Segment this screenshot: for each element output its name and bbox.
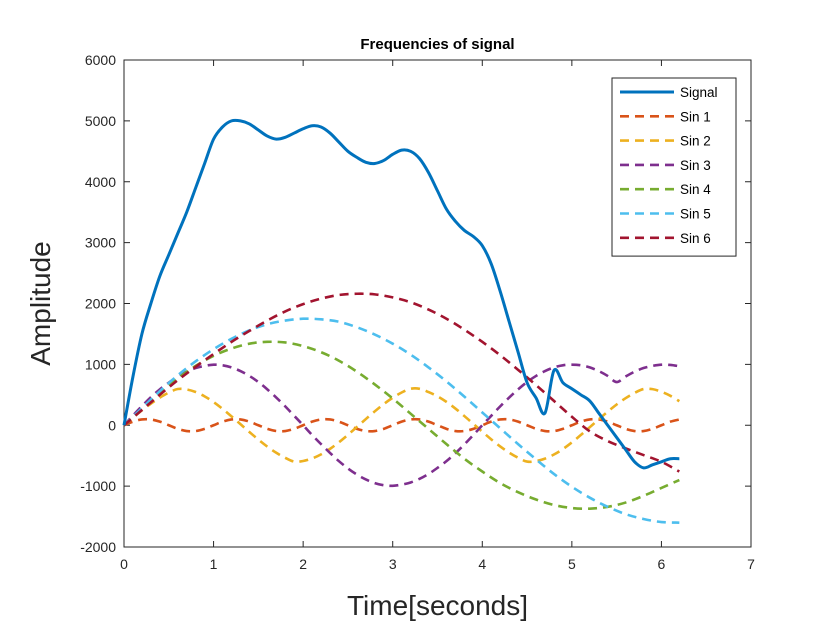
series-line-sin-2 [123,387,681,464]
series-line-sin-4 [123,340,680,511]
y-tick-label: 3000 [85,235,116,251]
y-tick-label: -1000 [80,478,116,494]
axis-ticks: 0 1 2 3 4 5 6 7 -2000 -1000 0 1000 2000 3000 4000 5000 6… [80,52,755,572]
x-tick-label: 6 [658,556,666,572]
series-line-signal [122,118,680,470]
legend-label: Signal [680,85,718,100]
legend-box [611,77,737,257]
legend-label: Sin 1 [680,109,711,124]
x-tick-label: 3 [389,556,397,572]
series-line-sin-1 [123,417,680,433]
x-tick-label: 5 [568,556,576,572]
series-line-sin-3 [123,363,680,488]
x-tick-label: 7 [747,556,755,572]
x-axis-label: Time[seconds] [347,590,528,621]
x-tick-label: 4 [478,556,486,572]
series-line-sin-6 [123,292,680,473]
y-tick-label: 2000 [85,296,116,312]
y-axis-label: Amplitude [25,241,56,366]
legend-label: Sin 2 [680,134,711,149]
x-tick-label: 1 [210,556,218,572]
y-tick-label: 1000 [85,356,116,372]
y-tick-label: 0 [108,417,116,433]
legend: Signal Sin 1 Sin 2 Sin 3 Sin 4 Sin 5 Sin 6 [611,77,737,257]
series-lines [122,118,681,524]
legend-label: Sin 3 [680,158,711,173]
x-tick-label: 2 [299,556,307,572]
series-line-sin-5 [123,317,680,524]
x-tick-label: 0 [120,556,128,572]
legend-label: Sin 5 [680,207,711,222]
y-tick-label: 4000 [85,174,116,190]
legend-label: Sin 4 [680,182,711,197]
legend-label: Sin 6 [680,231,711,246]
chart-title: Frequencies of signal [360,36,514,53]
y-tick-label: 5000 [85,113,116,129]
y-tick-label: -2000 [80,539,116,555]
y-tick-label: 6000 [85,52,116,68]
